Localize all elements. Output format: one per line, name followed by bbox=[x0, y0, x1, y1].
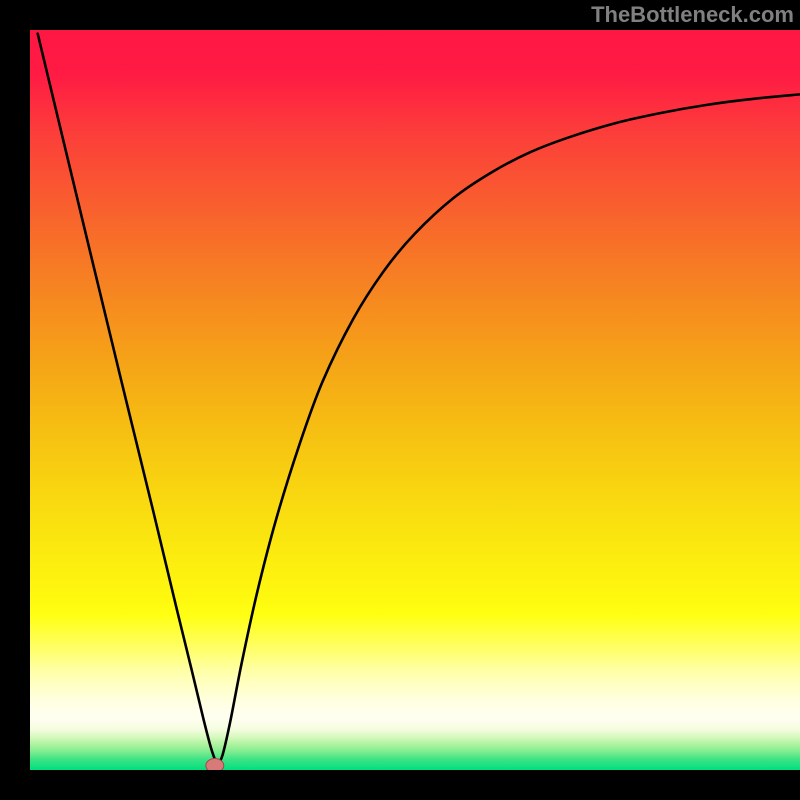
min-marker bbox=[206, 759, 224, 770]
curve-left-branch bbox=[38, 34, 217, 766]
watermark-text: TheBottleneck.com bbox=[591, 2, 794, 28]
curve-right-branch bbox=[217, 94, 800, 765]
plot-area bbox=[30, 30, 800, 770]
chart-container: TheBottleneck.com bbox=[0, 0, 800, 800]
curve-layer bbox=[30, 30, 800, 770]
